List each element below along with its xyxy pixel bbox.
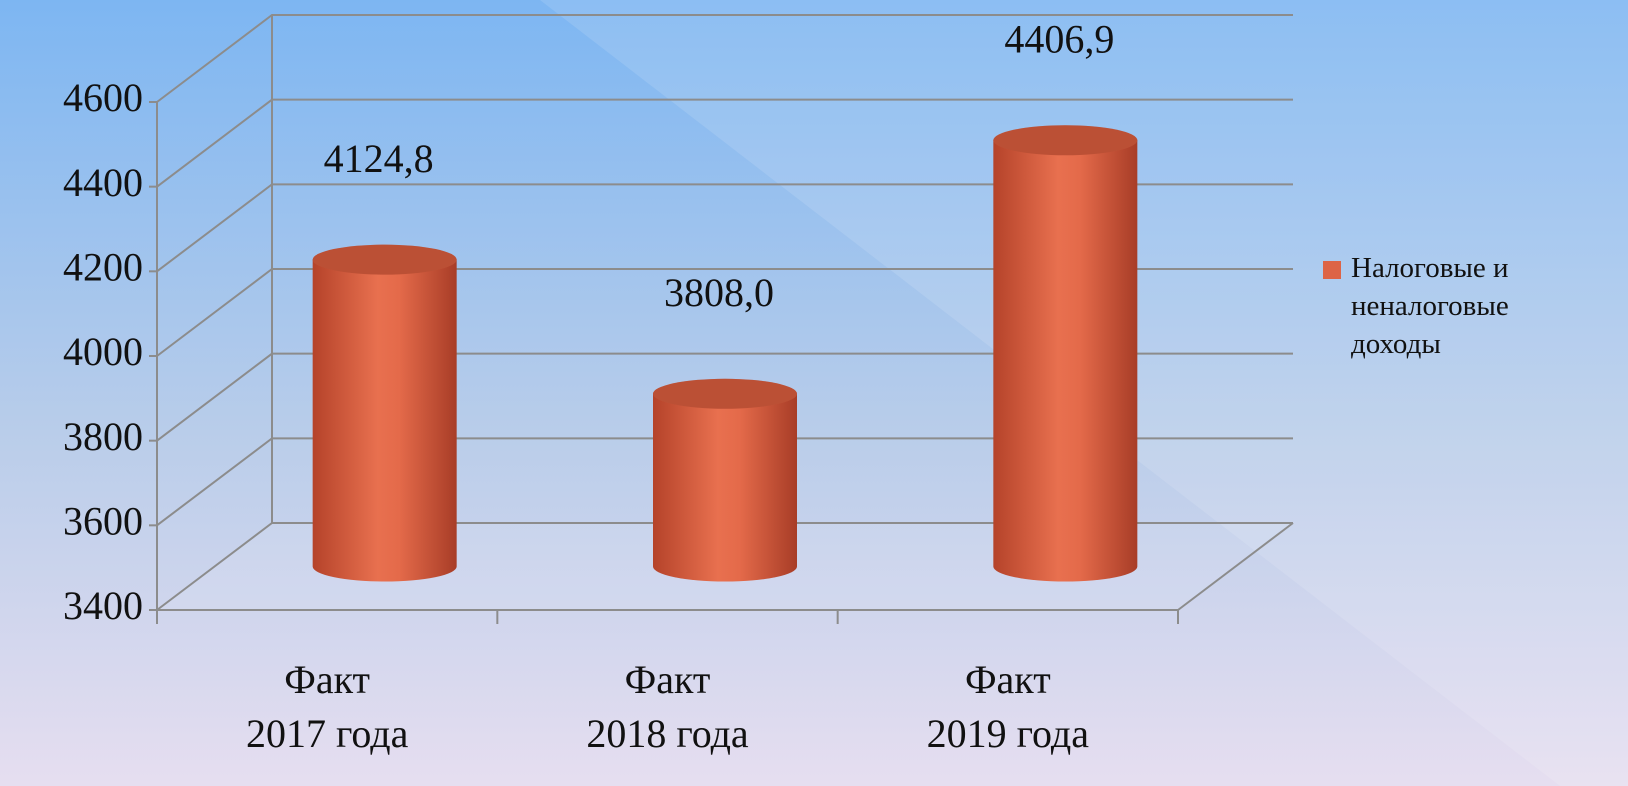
legend-label: Налоговые и неналоговые доходы	[1351, 252, 1509, 360]
grid-line	[156, 98, 1293, 188]
x-tick-line: 2017 года	[246, 711, 409, 756]
x-tick-line: 2018 года	[586, 711, 749, 756]
grid-line	[156, 522, 1293, 611]
x-tick-label: Факт 2019 года	[927, 657, 1090, 756]
value-label: 3808,0	[664, 270, 774, 315]
x-tick-line: Факт	[965, 657, 1051, 702]
x-tick-label: Факт 2018 года	[586, 657, 749, 756]
legend-line: доходы	[1351, 328, 1441, 360]
y-tick-label: 4200	[63, 245, 143, 290]
y-tick-label: 4600	[63, 75, 143, 120]
value-label: 4406,9	[1004, 16, 1114, 61]
floor-edge	[1177, 522, 1294, 611]
cylinder-body	[312, 259, 457, 582]
x-tick-line: Факт	[625, 657, 711, 702]
y-tick-label: 3600	[63, 499, 143, 544]
cylinder-top-shade	[312, 244, 457, 275]
cylinder-top	[312, 244, 457, 275]
cylinder-body	[653, 393, 797, 582]
x-tick-line: 2019 года	[927, 711, 1090, 756]
y-tick-label: 3800	[63, 414, 143, 459]
grid-line	[156, 437, 1293, 527]
cylinder-top-shade	[993, 125, 1138, 156]
cylinder-body	[993, 140, 1138, 582]
cylinder-top	[653, 378, 797, 409]
x-tick-label: Факт 2017 года	[246, 657, 409, 756]
legend-swatch	[1323, 261, 1341, 279]
y-tick-label: 4400	[63, 160, 143, 205]
value-label: 4124,8	[324, 136, 434, 181]
cylinder-top-shade	[653, 378, 797, 409]
grid-line	[156, 14, 1293, 103]
cylinder	[312, 244, 457, 582]
grid-line	[156, 352, 1293, 442]
legend-line: Налоговые и	[1351, 252, 1509, 284]
cylinder	[653, 378, 797, 582]
legend-line: неналоговые	[1351, 290, 1509, 322]
y-tick-label: 4000	[63, 329, 143, 374]
grid-line	[156, 183, 1293, 273]
y-tick-label: 3400	[63, 583, 143, 628]
plot: 3400 3600 3800 4000 4200 4400 4600 Факт 2017 год…	[63, 14, 1509, 756]
grid-line	[156, 268, 1293, 357]
x-tick-line: Факт	[284, 657, 370, 702]
cylinder	[993, 125, 1138, 582]
cylinder-top	[993, 125, 1138, 156]
